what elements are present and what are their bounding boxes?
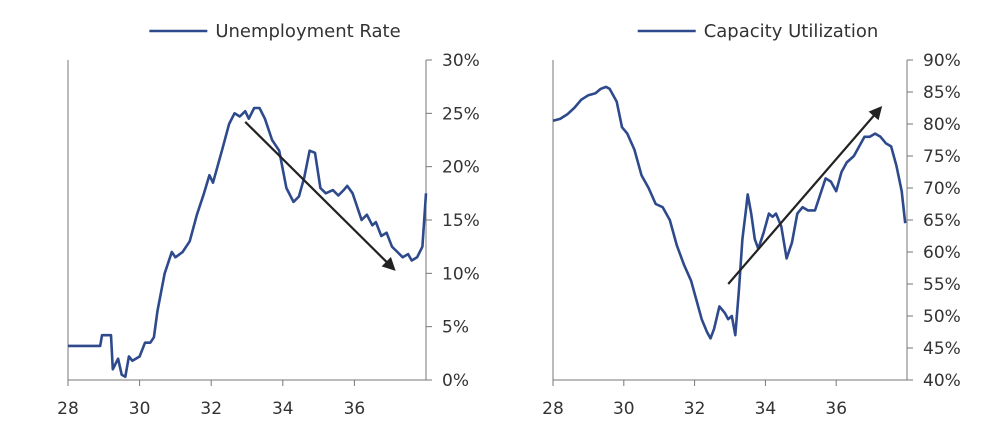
x-tick-label: 32 xyxy=(684,399,706,419)
y-tick-label: 70% xyxy=(923,179,961,199)
x-tick-label: 30 xyxy=(613,399,635,419)
legend: Capacity Utilization xyxy=(637,21,879,42)
y-tick-label: 65% xyxy=(923,211,961,231)
x-axis: 28 30 32 34 36 xyxy=(57,380,365,419)
x-tick-label: 28 xyxy=(57,399,79,419)
x-tick-label: 36 xyxy=(344,399,366,419)
legend-label: Capacity Utilization xyxy=(704,21,879,42)
y-tick-label: 20% xyxy=(442,158,480,178)
y-tick-label: 10% xyxy=(442,264,480,284)
y-tick-label: 0% xyxy=(442,371,469,391)
y-tick-label: 25% xyxy=(442,104,480,124)
series-line-unemployment-rate xyxy=(68,106,428,379)
plot-frame xyxy=(67,60,427,381)
y-tick-label: 30% xyxy=(442,51,480,71)
trend-arrow xyxy=(727,106,883,285)
trend-arrow xyxy=(244,121,396,271)
y-tick-label: 85% xyxy=(923,83,961,103)
legend-label: Unemployment Rate xyxy=(215,21,400,42)
x-tick-label: 34 xyxy=(272,399,294,419)
x-tick-label: 32 xyxy=(200,399,222,419)
capacity-utilization-chart: Capacity Utilization 28 30 32 34 36 40% 45% 50… xyxy=(542,21,961,419)
y-tick-label: 80% xyxy=(923,115,961,135)
series-line-capacity-utilization xyxy=(552,85,907,340)
y-axis: 40% 45% 50% 55% 60% 65% 70% 75% 80% 85% 90% xyxy=(907,51,961,391)
y-tick-label: 15% xyxy=(442,211,480,231)
y-tick-label: 90% xyxy=(923,51,961,71)
y-tick-label: 75% xyxy=(923,147,961,167)
y-tick-label: 50% xyxy=(923,307,961,327)
unemployment-chart: Unemployment Rate 28 30 32 34 36 0% 5% 10% 15% 2… xyxy=(57,21,480,419)
y-tick-label: 5% xyxy=(442,318,469,338)
plot-frame xyxy=(552,60,908,381)
x-tick-label: 28 xyxy=(542,399,564,419)
y-axis: 0% 5% 10% 15% 20% 25% 30% xyxy=(426,51,480,391)
legend: Unemployment Rate xyxy=(149,21,401,42)
y-tick-label: 55% xyxy=(923,275,961,295)
x-tick-label: 30 xyxy=(129,399,151,419)
x-tick-label: 36 xyxy=(825,399,847,419)
y-tick-label: 60% xyxy=(923,243,961,263)
y-tick-label: 40% xyxy=(923,371,961,391)
y-tick-label: 45% xyxy=(923,339,961,359)
x-tick-label: 34 xyxy=(755,399,777,419)
x-axis: 28 30 32 34 36 xyxy=(542,380,847,419)
